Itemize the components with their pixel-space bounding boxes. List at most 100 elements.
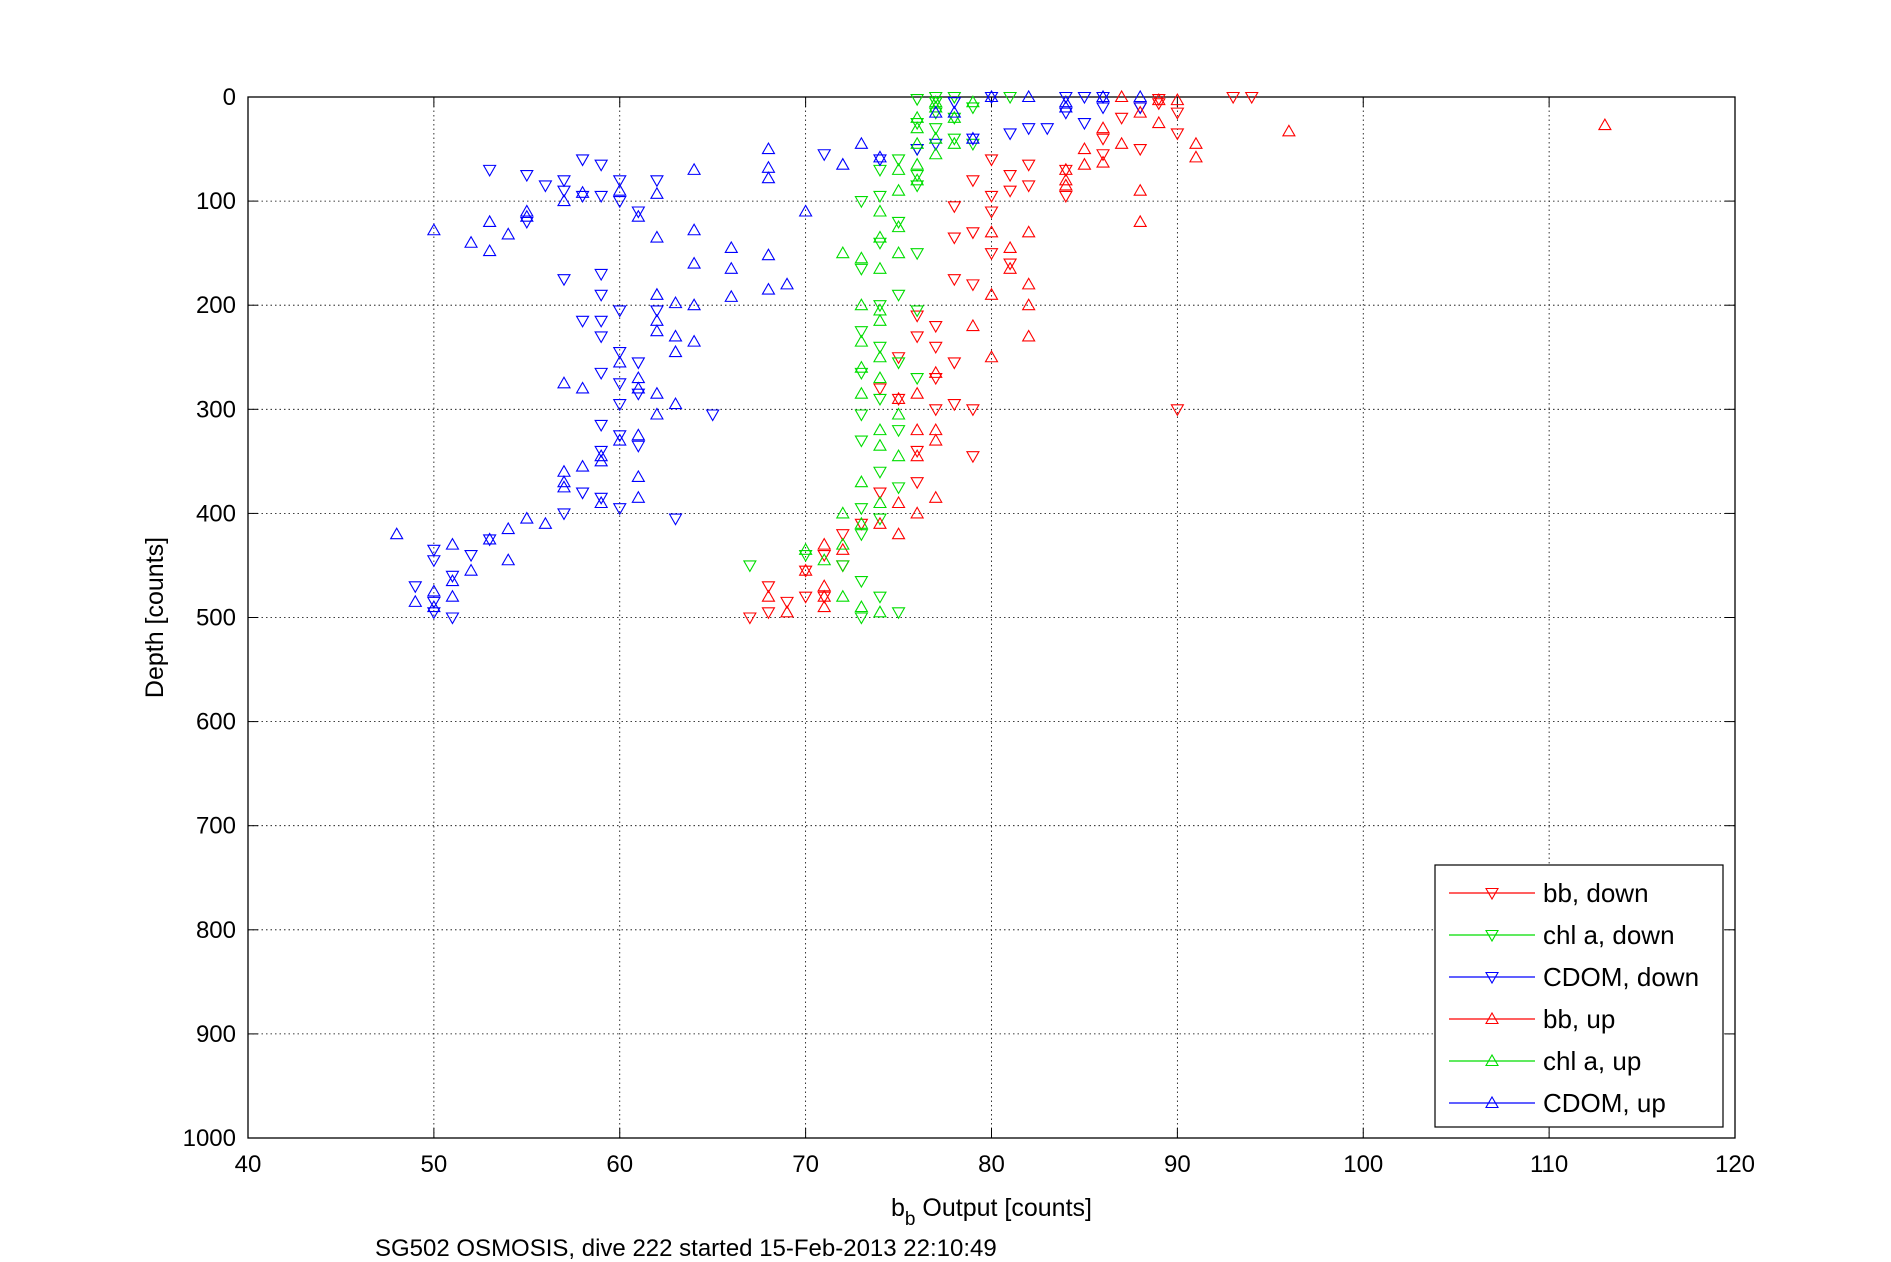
data-point [742,560,757,573]
data-point [426,584,441,597]
x-tick-label: 100 [1343,1151,1383,1178]
data-point [594,492,609,505]
data-point [1021,225,1036,238]
data-point [928,404,943,417]
data-point [891,425,906,438]
data-point [910,180,925,193]
data-point [1170,107,1185,120]
data-point [705,409,720,422]
data-point [798,563,813,576]
data-point [873,204,887,217]
x-axis-label-rest: Output [counts] [915,1194,1092,1222]
data-point [668,513,683,526]
data-point [482,243,497,257]
data-point [965,175,980,188]
data-point [631,381,646,394]
data-point [1226,91,1241,105]
legend-item: chl a, up [1449,1046,1641,1076]
data-point [873,591,887,604]
data-point [873,370,887,384]
data-point [575,154,590,167]
y-tick-label: 600 [196,709,236,736]
data-point [575,190,590,204]
series-1 [742,91,1018,625]
legend-box [1434,864,1724,1128]
data-point [1058,107,1073,120]
data-point [668,296,683,309]
data-point [575,315,590,328]
data-point [1133,214,1148,227]
data-point [891,449,906,462]
data-point [798,549,813,563]
data-point [910,136,925,149]
data-point [761,282,776,295]
data-point [482,214,497,227]
data-point [965,279,980,292]
data-point [947,399,962,412]
data-point [1133,102,1148,115]
data-point [1244,91,1259,105]
y-tick-label: 800 [196,917,236,944]
legend-marker [1485,929,1499,943]
data-point [873,150,887,163]
data-point [612,346,627,360]
data-point [445,573,460,587]
data-point [575,185,590,198]
legend-marker [1485,1053,1499,1067]
data-point [854,360,869,373]
data-points [389,89,1612,625]
data-point [873,438,887,451]
data-point [873,313,887,326]
data-point [464,235,478,248]
data-point [873,190,887,204]
data-point [575,381,590,394]
data-point [891,391,906,404]
y-tick-label: 300 [196,396,236,423]
data-point [557,175,571,188]
data-point [761,141,776,155]
data-point [1114,136,1129,149]
data-point [910,110,925,123]
data-point [984,350,999,363]
data-point [817,149,832,162]
data-point [817,591,832,604]
data-point [501,227,516,240]
data-point [557,508,571,521]
data-point [928,131,943,144]
y-tick-label: 0 [223,84,236,111]
data-point [947,232,962,245]
data-point [1096,133,1110,146]
data-point [873,230,887,243]
data-point [538,516,553,529]
legend-item: CDOM, up [1449,1088,1666,1118]
data-point [835,589,850,602]
data-point [761,248,776,261]
data-point [910,331,925,344]
y-tick-label: 700 [196,813,236,840]
legend-label: chl a, up [1543,1046,1641,1076]
data-point [965,95,980,108]
data-point [910,94,925,107]
data-point [761,171,776,184]
legend-marker [1485,1095,1499,1109]
data-point [891,482,906,495]
data-point [1077,91,1092,105]
data-point [984,248,999,261]
data-point [1021,159,1036,172]
y-tick-label: 500 [196,605,236,632]
data-point [873,516,887,529]
data-point [594,495,609,509]
legend-marker [1485,971,1499,985]
data-point [631,388,646,401]
data-point [631,357,646,370]
data-point [891,393,906,406]
data-point [482,164,497,177]
data-point [1281,124,1296,137]
y-tick-label: 100 [196,188,236,215]
data-point [594,331,609,344]
data-point [445,612,460,625]
data-point [1151,115,1166,129]
data-point [612,196,627,209]
data-point [649,305,664,318]
data-point [780,605,794,618]
